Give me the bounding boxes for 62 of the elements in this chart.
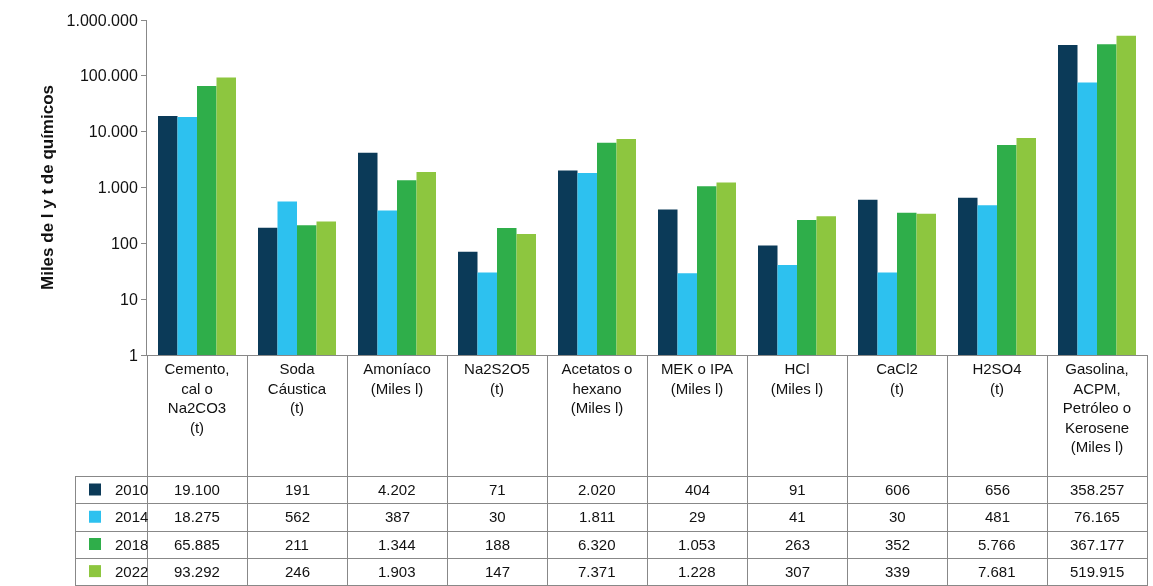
- data-label: 367.177: [1070, 536, 1125, 553]
- data-label: 93.292: [174, 563, 220, 580]
- x-tick-label: Soda Cáustica (t): [267, 360, 327, 416]
- x-tick-label: Gasolina, ACPM, Petróleo o Kerosene (Miles l): [1062, 360, 1132, 455]
- data-label: 1.228: [678, 563, 716, 580]
- y-tick-label: 100: [111, 234, 138, 252]
- data-label: 307: [785, 563, 811, 580]
- data-label: 481: [985, 508, 1011, 525]
- x-tick-label: Acetatos o hexano (Miles l): [561, 360, 633, 416]
- data-label: 30: [889, 508, 906, 525]
- data-label: 1.344: [378, 536, 416, 553]
- legend-label: 2014: [115, 508, 149, 526]
- legend-label: 2018: [115, 535, 149, 553]
- legend-label: 2022: [115, 562, 149, 580]
- data-label: 606: [885, 481, 911, 498]
- data-label: 5.766: [978, 536, 1016, 553]
- y-tick-label: 1: [128, 346, 138, 364]
- data-label: 339: [885, 563, 911, 580]
- data-label: 263: [785, 536, 811, 553]
- data-label: 7.681: [978, 563, 1016, 580]
- data-label: 76.165: [1074, 508, 1120, 525]
- data-label: 358.257: [1070, 481, 1125, 498]
- data-label: 656: [985, 481, 1011, 498]
- data-label: 41: [789, 508, 806, 525]
- legend-label: 2010: [115, 481, 149, 499]
- data-label: 7.371: [578, 563, 616, 580]
- x-tick-label: H2SO4 (t): [972, 360, 1022, 397]
- data-label: 65.885: [174, 536, 220, 553]
- x-tick-label: Cemento, cal o Na2CO3 (t): [164, 360, 230, 436]
- data-label: 387: [385, 508, 411, 525]
- data-label: 1.903: [378, 563, 416, 580]
- data-label: 29: [689, 508, 706, 525]
- data-label: 91: [789, 481, 806, 498]
- data-label: 1.811: [579, 508, 616, 525]
- data-label: 1.053: [678, 536, 716, 553]
- y-tick-label: 1.000: [97, 179, 138, 197]
- y-axis-title: Miles de l y t de químicos: [38, 85, 58, 290]
- data-label: 2.020: [578, 481, 616, 498]
- data-label: 188: [485, 536, 511, 553]
- y-tick-label: 100.000: [79, 67, 138, 85]
- x-tick-label: MEK o IPA (Miles l): [660, 360, 734, 397]
- data-label: 4.202: [378, 481, 416, 498]
- data-label: 246: [285, 563, 311, 580]
- data-label: 30: [489, 508, 506, 525]
- x-tick-label: Na2S2O5 (t): [464, 360, 530, 397]
- data-label: 211: [285, 536, 309, 553]
- y-tick-label: 10: [120, 290, 138, 308]
- x-tick-label: CaCl2 (t): [876, 360, 918, 397]
- data-label: 18.275: [174, 508, 220, 525]
- x-tick-label: HCl (Miles l): [770, 360, 824, 397]
- data-label: 519.915: [1070, 563, 1125, 580]
- y-tick-label: 10.000: [88, 123, 138, 141]
- data-label: 352: [885, 536, 911, 553]
- data-label: 147: [485, 563, 511, 580]
- x-tick-label: Amoníaco (Miles l): [363, 360, 431, 397]
- data-label: 191: [285, 481, 311, 498]
- y-tick-label: 1.000.000: [66, 11, 138, 29]
- data-label: 19.100: [174, 481, 220, 498]
- data-label: 562: [285, 508, 311, 525]
- data-label: 6.320: [578, 536, 616, 553]
- data-label: 404: [685, 481, 711, 498]
- data-label: 71: [489, 481, 506, 498]
